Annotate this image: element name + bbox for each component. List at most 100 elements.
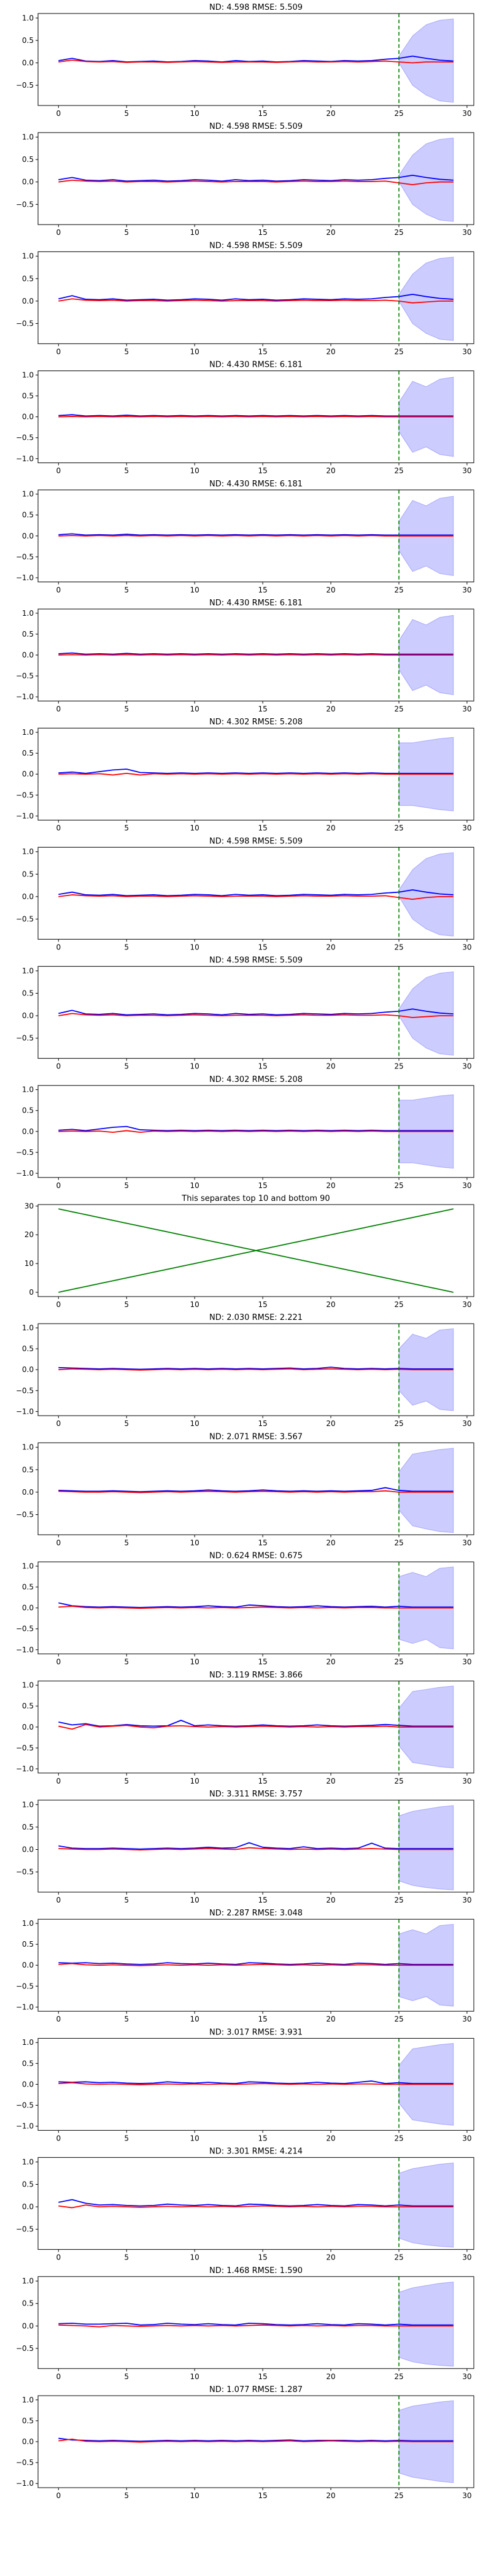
y-tick-label: 0.0 bbox=[22, 58, 34, 67]
y-tick-label: 1.0 bbox=[22, 2038, 34, 2047]
x-tick-label: 5 bbox=[124, 1062, 129, 1071]
x-tick-label: 25 bbox=[394, 1777, 403, 1785]
x-tick-label: 0 bbox=[56, 1181, 61, 1190]
x-tick-label: 30 bbox=[462, 1777, 471, 1785]
x-tick-label: 25 bbox=[394, 2253, 403, 2262]
series-line-1 bbox=[58, 1719, 454, 1727]
y-tick-label: −1.0 bbox=[16, 2479, 34, 2488]
y-tick-label: 0.5 bbox=[22, 749, 34, 757]
subplot-18: ND: 3.017 RMSE: 3.931 0 5 10 15 20 25 30 −1.0 −0.… bbox=[16, 2028, 474, 2142]
x-tick-label: 30 bbox=[462, 2134, 471, 2142]
x-tick-label: 0 bbox=[56, 2253, 61, 2262]
x-tick-label: 20 bbox=[326, 705, 335, 713]
y-tick-label: 0.5 bbox=[22, 392, 34, 401]
y-tick-label: −0.5 bbox=[16, 1982, 34, 1990]
uncertainty-band bbox=[398, 2162, 454, 2248]
x-tick-label: 5 bbox=[124, 467, 129, 475]
subplot-21: ND: 1.077 RMSE: 1.287 0 5 10 15 20 25 30 −1.0 −0.… bbox=[16, 2385, 474, 2500]
x-tick-label: 15 bbox=[258, 1777, 267, 1785]
axes-frame bbox=[37, 251, 474, 344]
y-tick-label: −0.5 bbox=[16, 319, 34, 328]
y-tick-label: −1.0 bbox=[16, 692, 34, 701]
x-tick-label: 10 bbox=[190, 2491, 199, 2500]
axes-frame bbox=[37, 846, 474, 940]
x-tick-label: 25 bbox=[394, 2372, 403, 2381]
series-line-1 bbox=[58, 769, 454, 774]
x-tick-label: 0 bbox=[56, 1777, 61, 1785]
y-tick-label: 0.0 bbox=[22, 1011, 34, 1020]
x-tick-label: 10 bbox=[190, 1181, 199, 1190]
series-line-2 bbox=[58, 772, 454, 776]
series-line-2 bbox=[58, 654, 454, 656]
x-tick-label: 15 bbox=[258, 824, 267, 832]
y-tick-label: −0.5 bbox=[16, 434, 34, 442]
x-tick-label: 10 bbox=[190, 943, 199, 951]
y-tick-label: 0.0 bbox=[22, 2080, 34, 2088]
x-tick-label: 10 bbox=[190, 586, 199, 594]
x-tick-label: 30 bbox=[462, 824, 471, 832]
y-tick-label: −1.0 bbox=[16, 1765, 34, 1773]
x-tick-label: 5 bbox=[124, 1300, 129, 1309]
x-tick-label: 15 bbox=[258, 347, 267, 356]
x-tick-label: 5 bbox=[124, 347, 129, 356]
x-tick-label: 30 bbox=[462, 2372, 471, 2381]
x-tick-label: 5 bbox=[124, 2491, 129, 2500]
y-tick-label: −1.0 bbox=[16, 1169, 34, 1178]
x-tick-label: 30 bbox=[462, 467, 471, 475]
y-tick-label: 1.0 bbox=[22, 370, 34, 379]
y-tick-label: −0.5 bbox=[16, 914, 34, 923]
x-tick-label: 15 bbox=[258, 2253, 267, 2262]
x-tick-label: 5 bbox=[124, 1658, 129, 1666]
subplot-14: ND: 0.624 RMSE: 0.675 0 5 10 15 20 25 30 −1.0 −0.… bbox=[16, 1552, 474, 1666]
x-tick-label: 25 bbox=[394, 228, 403, 237]
series-line-1 bbox=[58, 2080, 454, 2084]
y-tick-label: 1.0 bbox=[22, 133, 34, 142]
x-tick-label: 10 bbox=[190, 1896, 199, 1904]
y-tick-label: 0.5 bbox=[22, 2299, 34, 2308]
x-tick-label: 20 bbox=[326, 1896, 335, 1904]
subplot-title: ND: 4.430 RMSE: 6.181 bbox=[209, 599, 303, 608]
series-line-1 bbox=[58, 533, 454, 536]
y-tick-label: 0 bbox=[29, 1288, 34, 1297]
axes-frame bbox=[37, 1800, 474, 1893]
x-tick-label: 5 bbox=[124, 2134, 129, 2142]
y-tick-label: 0.5 bbox=[22, 1344, 34, 1353]
subplot-19: ND: 3.301 RMSE: 4.214 0 5 10 15 20 25 30 −0.5 0.0… bbox=[16, 2147, 474, 2262]
x-tick-label: 15 bbox=[258, 2134, 267, 2142]
x-tick-label: 30 bbox=[462, 2015, 471, 2023]
x-tick-label: 15 bbox=[258, 109, 267, 118]
series-line-1 bbox=[58, 2437, 454, 2442]
x-tick-label: 30 bbox=[462, 1896, 471, 1904]
subplot-title: ND: 4.598 RMSE: 5.509 bbox=[209, 241, 303, 250]
y-tick-label: 0.5 bbox=[22, 1940, 34, 1949]
x-tick-label: 30 bbox=[462, 943, 471, 951]
y-tick-label: 0.5 bbox=[22, 2417, 34, 2425]
x-tick-label: 0 bbox=[56, 2015, 61, 2023]
x-tick-label: 30 bbox=[462, 1419, 471, 1428]
x-tick-label: 5 bbox=[124, 2253, 129, 2262]
subplot-title: ND: 4.430 RMSE: 6.181 bbox=[209, 480, 303, 489]
x-tick-label: 0 bbox=[56, 1658, 61, 1666]
y-tick-label: 0.0 bbox=[22, 1961, 34, 1969]
x-tick-label: 10 bbox=[190, 1300, 199, 1309]
series-line-1 bbox=[58, 1125, 454, 1132]
subplot-5: ND: 4.430 RMSE: 6.181 0 5 10 15 20 25 30 −1.0 −0.… bbox=[16, 480, 474, 594]
series-line-2 bbox=[58, 2439, 454, 2443]
y-tick-label: −1.0 bbox=[16, 811, 34, 820]
x-tick-label: 15 bbox=[258, 1300, 267, 1309]
y-tick-label: 0.5 bbox=[22, 511, 34, 519]
x-tick-label: 25 bbox=[394, 347, 403, 356]
y-tick-label: 1.0 bbox=[22, 1324, 34, 1332]
y-tick-label: 0.5 bbox=[22, 630, 34, 638]
x-tick-label: 0 bbox=[56, 347, 61, 356]
uncertainty-band bbox=[398, 137, 454, 222]
uncertainty-band bbox=[398, 18, 454, 103]
y-tick-label: 0.0 bbox=[22, 178, 34, 186]
y-tick-label: 0.5 bbox=[22, 1583, 34, 1592]
uncertainty-band bbox=[398, 256, 454, 341]
subplot-10: ND: 4.302 RMSE: 5.208 0 5 10 15 20 25 30 −1.0 −0.… bbox=[16, 1075, 474, 1190]
x-tick-label: 5 bbox=[124, 943, 129, 951]
x-tick-label: 15 bbox=[258, 1896, 267, 1904]
subplot-4: ND: 4.430 RMSE: 6.181 0 5 10 15 20 25 30 −1.0 −0.… bbox=[16, 361, 474, 475]
x-tick-label: 5 bbox=[124, 1777, 129, 1785]
